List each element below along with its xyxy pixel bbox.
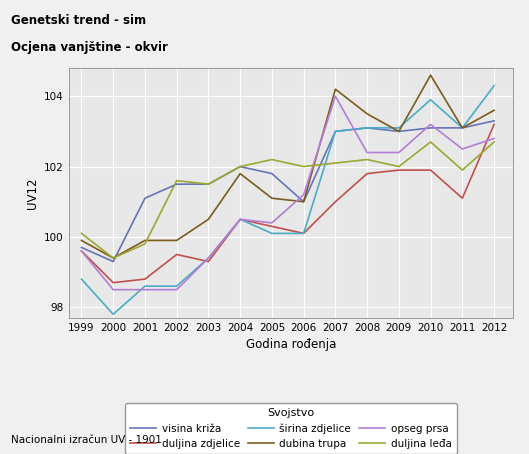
dubina trupa bbox=[174, 238, 180, 243]
dubina trupa bbox=[142, 238, 148, 243]
visina križa bbox=[396, 128, 402, 134]
širina zdjelice bbox=[205, 255, 212, 261]
duljina zdjelice bbox=[459, 196, 466, 201]
duljina zdjelice bbox=[174, 252, 180, 257]
Line: duljina zdjelice: duljina zdjelice bbox=[81, 124, 494, 283]
širina zdjelice bbox=[332, 128, 339, 134]
dubina trupa bbox=[396, 128, 402, 134]
opseg prsa bbox=[269, 220, 275, 226]
širina zdjelice bbox=[396, 125, 402, 131]
Line: duljina leđa: duljina leđa bbox=[81, 142, 494, 258]
duljina zdjelice bbox=[205, 259, 212, 264]
dubina trupa bbox=[237, 171, 243, 176]
duljina leđa bbox=[332, 160, 339, 166]
širina zdjelice bbox=[78, 276, 85, 282]
širina zdjelice bbox=[269, 231, 275, 236]
duljina zdjelice bbox=[110, 280, 116, 286]
opseg prsa bbox=[142, 287, 148, 292]
visina križa bbox=[332, 128, 339, 134]
visina križa bbox=[269, 171, 275, 176]
širina zdjelice bbox=[174, 283, 180, 289]
opseg prsa bbox=[491, 136, 497, 141]
duljina zdjelice bbox=[78, 248, 85, 254]
duljina leđa bbox=[110, 255, 116, 261]
duljina zdjelice bbox=[364, 171, 370, 176]
duljina leđa bbox=[142, 241, 148, 247]
dubina trupa bbox=[269, 196, 275, 201]
visina križa bbox=[364, 125, 370, 131]
dubina trupa bbox=[205, 217, 212, 222]
Y-axis label: UV12: UV12 bbox=[25, 177, 39, 209]
širina zdjelice bbox=[142, 283, 148, 289]
dubina trupa bbox=[300, 199, 307, 204]
širina zdjelice bbox=[364, 125, 370, 131]
visina križa bbox=[78, 245, 85, 250]
opseg prsa bbox=[396, 150, 402, 155]
opseg prsa bbox=[237, 217, 243, 222]
dubina trupa bbox=[332, 86, 339, 92]
Text: Nacionalni izračun UV - 1901: Nacionalni izračun UV - 1901 bbox=[11, 435, 161, 445]
širina zdjelice bbox=[237, 217, 243, 222]
Line: visina križa: visina križa bbox=[81, 121, 494, 262]
duljina leđa bbox=[491, 139, 497, 145]
širina zdjelice bbox=[110, 311, 116, 317]
duljina zdjelice bbox=[332, 199, 339, 204]
duljina zdjelice bbox=[300, 231, 307, 236]
Text: Genetski trend - sim: Genetski trend - sim bbox=[11, 14, 145, 27]
duljina leđa bbox=[205, 182, 212, 187]
visina križa bbox=[174, 182, 180, 187]
Line: dubina trupa: dubina trupa bbox=[81, 75, 494, 258]
dubina trupa bbox=[459, 125, 466, 131]
duljina leđa bbox=[364, 157, 370, 162]
duljina zdjelice bbox=[237, 217, 243, 222]
visina križa bbox=[300, 199, 307, 204]
visina križa bbox=[142, 196, 148, 201]
opseg prsa bbox=[110, 287, 116, 292]
duljina zdjelice bbox=[396, 168, 402, 173]
duljina zdjelice bbox=[427, 168, 434, 173]
duljina leđa bbox=[459, 168, 466, 173]
visina križa bbox=[427, 125, 434, 131]
opseg prsa bbox=[427, 122, 434, 127]
duljina zdjelice bbox=[269, 224, 275, 229]
Line: opseg prsa: opseg prsa bbox=[81, 96, 494, 290]
dubina trupa bbox=[78, 238, 85, 243]
visina križa bbox=[459, 125, 466, 131]
Text: Ocjena vanjštine - okvir: Ocjena vanjštine - okvir bbox=[11, 41, 168, 54]
širina zdjelice bbox=[459, 125, 466, 131]
visina križa bbox=[205, 182, 212, 187]
širina zdjelice bbox=[300, 231, 307, 236]
opseg prsa bbox=[364, 150, 370, 155]
Line: širina zdjelice: širina zdjelice bbox=[81, 86, 494, 314]
opseg prsa bbox=[78, 248, 85, 254]
visina križa bbox=[237, 164, 243, 169]
dubina trupa bbox=[364, 111, 370, 117]
duljina leđa bbox=[237, 164, 243, 169]
X-axis label: Godina rođenja: Godina rođenja bbox=[246, 338, 336, 351]
duljina leđa bbox=[78, 231, 85, 236]
Legend: visina križa, duljina zdjelice, širina zdjelice, dubina trupa, opseg prsa, dulji: visina križa, duljina zdjelice, širina z… bbox=[125, 403, 457, 454]
visina križa bbox=[491, 118, 497, 123]
širina zdjelice bbox=[427, 97, 434, 103]
duljina leđa bbox=[427, 139, 434, 145]
opseg prsa bbox=[174, 287, 180, 292]
visina križa bbox=[110, 259, 116, 264]
opseg prsa bbox=[332, 94, 339, 99]
dubina trupa bbox=[491, 108, 497, 113]
duljina leđa bbox=[396, 164, 402, 169]
opseg prsa bbox=[300, 192, 307, 197]
duljina zdjelice bbox=[491, 122, 497, 127]
opseg prsa bbox=[205, 255, 212, 261]
dubina trupa bbox=[427, 72, 434, 78]
opseg prsa bbox=[459, 146, 466, 152]
duljina leđa bbox=[269, 157, 275, 162]
dubina trupa bbox=[110, 255, 116, 261]
širina zdjelice bbox=[491, 83, 497, 89]
duljina leđa bbox=[300, 164, 307, 169]
duljina zdjelice bbox=[142, 276, 148, 282]
duljina leđa bbox=[174, 178, 180, 183]
